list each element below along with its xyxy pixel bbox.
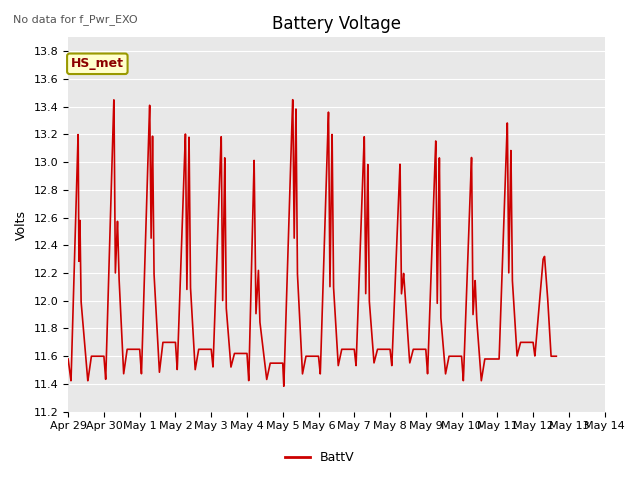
Title: Battery Voltage: Battery Voltage — [272, 15, 401, 33]
Legend: BattV: BattV — [280, 446, 360, 469]
Y-axis label: Volts: Volts — [15, 209, 28, 240]
Text: HS_met: HS_met — [71, 57, 124, 70]
Text: No data for f_Pwr_EXO: No data for f_Pwr_EXO — [13, 14, 138, 25]
